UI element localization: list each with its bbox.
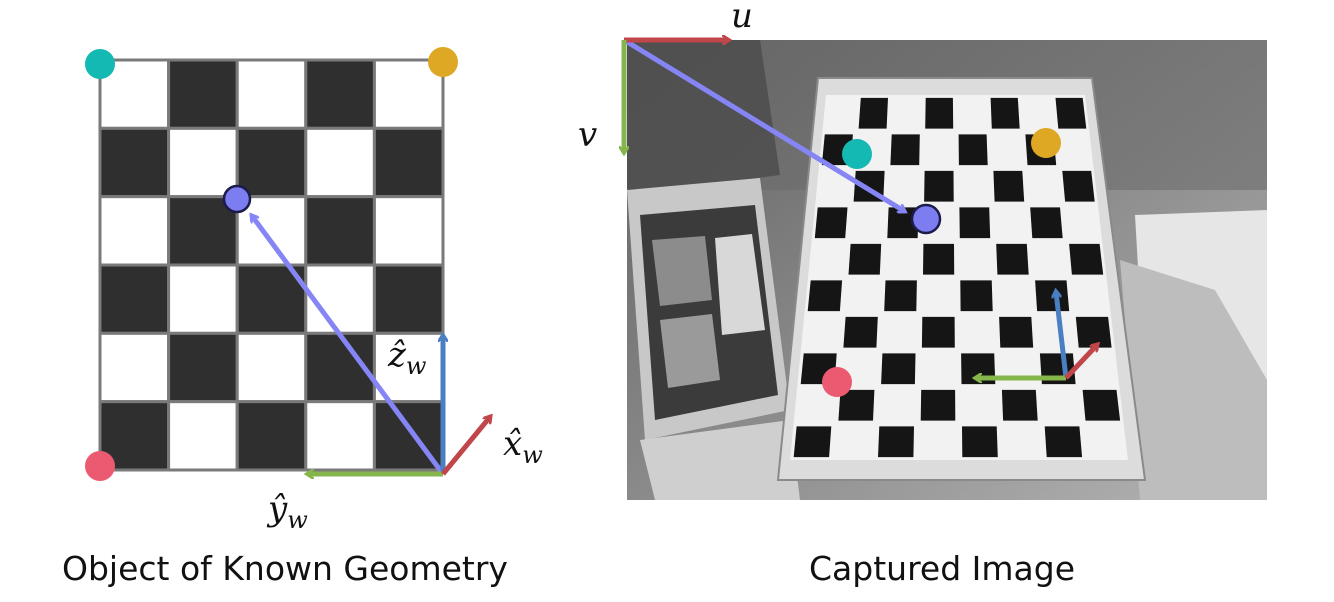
board-square	[167, 263, 239, 335]
board-square	[98, 195, 171, 267]
board-square	[235, 58, 308, 130]
captured-board-square	[1055, 97, 1087, 129]
photo-z-axis-arrow	[1056, 292, 1069, 379]
x-axis-label: x̂w	[503, 424, 543, 469]
captured-board-square	[923, 243, 955, 275]
board-square	[372, 195, 445, 267]
captured-board-square	[1082, 389, 1121, 421]
captured-board-square	[890, 134, 920, 166]
captured-board-square	[993, 170, 1025, 202]
left-caption: Object of Known Geometry	[62, 549, 508, 588]
board-square	[235, 126, 308, 199]
board-square	[98, 263, 171, 335]
board-square	[167, 195, 239, 267]
captured-board-square	[884, 280, 917, 312]
captured-board-square	[881, 353, 916, 385]
board-square	[167, 58, 239, 130]
captured-board-square	[1035, 280, 1070, 312]
photo-x-axis-arrow	[1064, 345, 1097, 380]
z-axis-label: ẑw	[387, 335, 427, 380]
captured-board-square	[925, 97, 954, 129]
captured-board-square	[1075, 316, 1112, 348]
captured-photo	[627, 40, 1267, 500]
captured-board-square	[999, 316, 1034, 348]
v-axis-label: v	[578, 115, 597, 155]
captured-board-square	[990, 97, 1020, 129]
captured-board-square	[996, 243, 1029, 275]
captured-board-square	[921, 316, 955, 348]
captured-board-square	[1044, 426, 1083, 458]
board-square	[304, 263, 376, 335]
board-square	[304, 195, 376, 267]
board-square	[167, 400, 239, 472]
pink-corner-marker	[85, 451, 115, 481]
gold-corner-marker	[428, 47, 458, 77]
board-square	[372, 263, 445, 335]
captured-board-square	[920, 389, 956, 421]
u-axis-label: u	[731, 0, 753, 36]
captured-board-square	[1062, 170, 1095, 202]
photo-teal-marker	[842, 139, 872, 169]
captured-board-square	[858, 97, 888, 129]
captured-board-square	[1030, 207, 1063, 239]
checkerboard	[98, 58, 445, 472]
captured-board-square	[960, 280, 993, 312]
board-square	[167, 331, 239, 404]
board-square	[235, 400, 308, 472]
board-square	[304, 58, 376, 130]
teal-corner-marker	[85, 49, 115, 79]
purple-point-marker	[222, 184, 252, 214]
ray-arrow-left	[252, 216, 446, 476]
captured-board-square	[848, 243, 882, 275]
captured-board-square	[878, 426, 914, 458]
captured-board-square	[807, 280, 843, 312]
photo-pink-marker	[822, 367, 852, 397]
captured-board-square	[843, 316, 878, 348]
x-axis-arrow	[441, 417, 490, 476]
captured-board-square	[1069, 243, 1104, 275]
board-square	[304, 126, 376, 199]
board-square	[167, 126, 239, 199]
photo-gold-marker	[1031, 128, 1061, 158]
board-square	[235, 331, 308, 404]
board-square	[304, 400, 376, 472]
ray-arrow-right	[622, 37, 904, 211]
captured-board-square	[1001, 389, 1038, 421]
board-square	[98, 126, 171, 199]
board-square	[372, 126, 445, 199]
captured-board-square	[962, 426, 998, 458]
captured-board-square	[887, 207, 919, 239]
y-axis-label: ŷw	[266, 489, 308, 534]
captured-checkerboard	[790, 95, 1128, 460]
photo-purple-marker	[910, 203, 942, 235]
captured-board-square	[959, 207, 991, 239]
captured-board-square	[838, 389, 875, 421]
board-square	[98, 331, 171, 404]
captured-board-square	[958, 134, 988, 166]
captured-board-square	[814, 207, 848, 239]
captured-board-square	[793, 426, 832, 458]
captured-board-square	[924, 170, 954, 202]
right-caption: Captured Image	[809, 549, 1075, 588]
